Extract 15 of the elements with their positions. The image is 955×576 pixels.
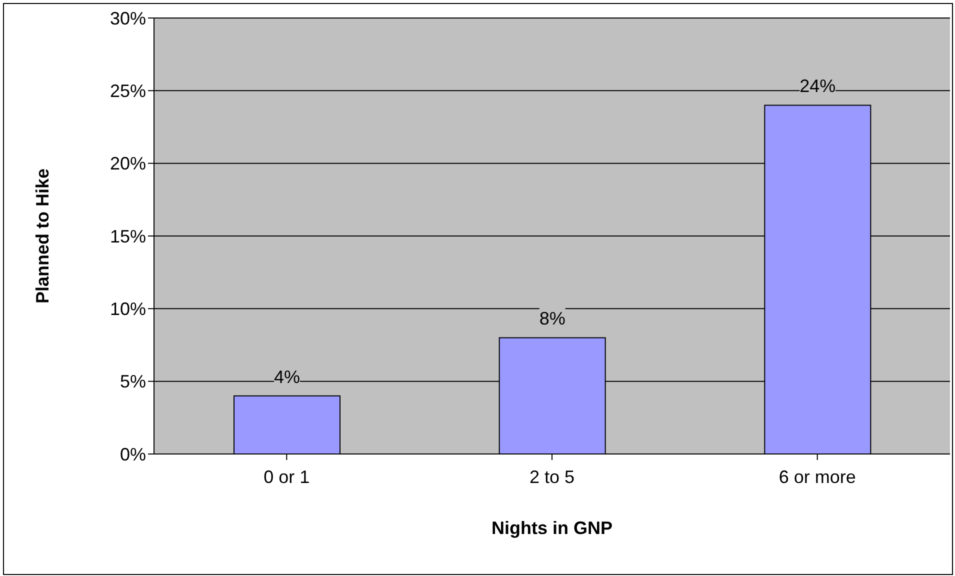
data-label: 4%	[274, 366, 300, 387]
y-tick-label: 15%	[110, 226, 146, 246]
data-label: 8%	[539, 308, 566, 329]
y-axis-title: Planned to Hike	[32, 168, 52, 304]
y-tick-label: 30%	[110, 8, 146, 28]
y-tick-label: 0%	[120, 444, 146, 464]
x-tick-label: 6 or more	[778, 466, 856, 487]
y-tick-label: 5%	[120, 372, 146, 392]
data-label: 24%	[800, 76, 836, 96]
y-tick-label: 20%	[110, 154, 146, 174]
y-tick-label: 10%	[110, 299, 146, 320]
y-tick-label: 25%	[110, 81, 146, 102]
x-tick-label: 2 to 5	[529, 466, 575, 487]
x-axis-title: Nights in GNP	[492, 518, 612, 538]
x-tick-label: 0 or 1	[264, 466, 310, 487]
